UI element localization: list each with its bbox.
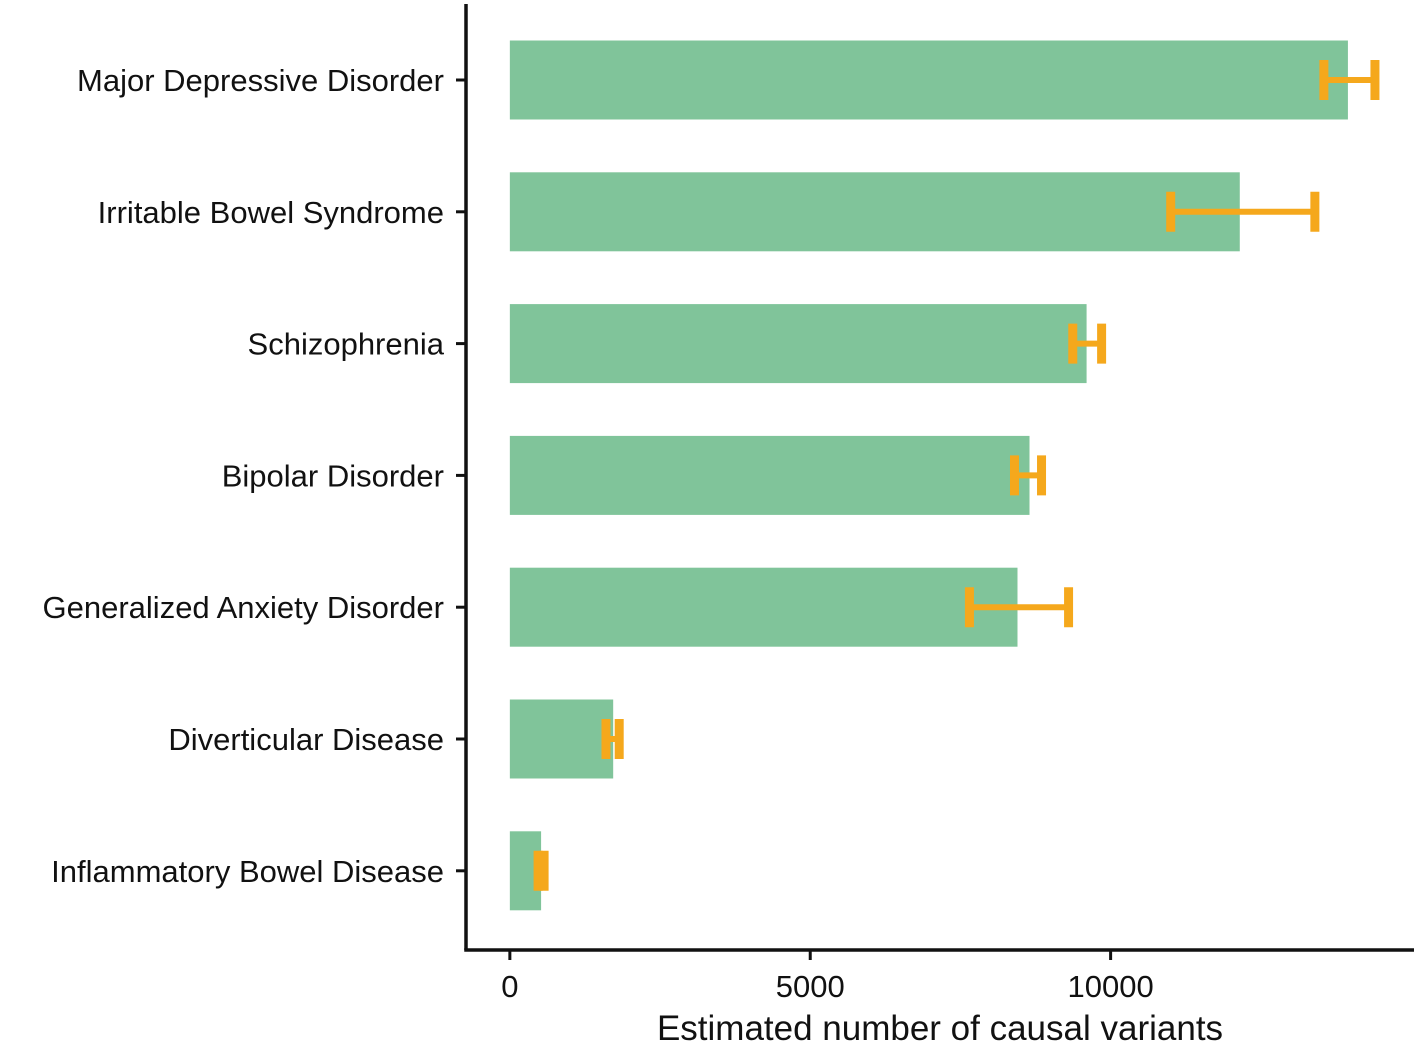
bar-4 — [509, 567, 1018, 647]
error-bars-layer — [533, 60, 1380, 891]
category-label-3: Bipolar Disorder — [222, 458, 444, 493]
bar-3 — [509, 435, 1030, 515]
bar-2 — [509, 304, 1087, 384]
bar-1 — [509, 172, 1240, 252]
bars-layer — [509, 40, 1348, 911]
category-label-1: Irritable Bowel Syndrome — [98, 195, 444, 230]
x-tick-label-2: 10000 — [1068, 969, 1154, 1004]
x-axis-ticks: 0 5000 10000 — [501, 950, 1154, 1004]
error-bar-3 — [1009, 455, 1047, 496]
bar-0 — [509, 40, 1348, 120]
category-labels: Major Depressive Disorder Irritable Bowel… — [43, 63, 466, 889]
category-label-4: Generalized Anxiety Disorder — [43, 590, 444, 625]
bar-5 — [509, 699, 614, 779]
category-label-0: Major Depressive Disorder — [77, 63, 444, 98]
category-label-2: Schizophrenia — [248, 327, 445, 362]
error-bar-6 — [533, 850, 549, 891]
axes-layer — [464, 4, 1414, 952]
error-bar-4 — [964, 587, 1074, 628]
error-bar-5 — [601, 719, 624, 759]
x-tick-label-0: 0 — [501, 969, 518, 1004]
error-bar-1 — [1166, 191, 1320, 232]
x-tick-label-1: 5000 — [776, 969, 845, 1004]
x-axis-title: Estimated number of causal variants — [657, 1009, 1223, 1046]
error-bar-0 — [1319, 60, 1380, 100]
category-label-6: Inflammatory Bowel Disease — [51, 854, 444, 889]
category-label-5: Diverticular Disease — [168, 722, 444, 757]
error-bar-2 — [1068, 323, 1107, 364]
